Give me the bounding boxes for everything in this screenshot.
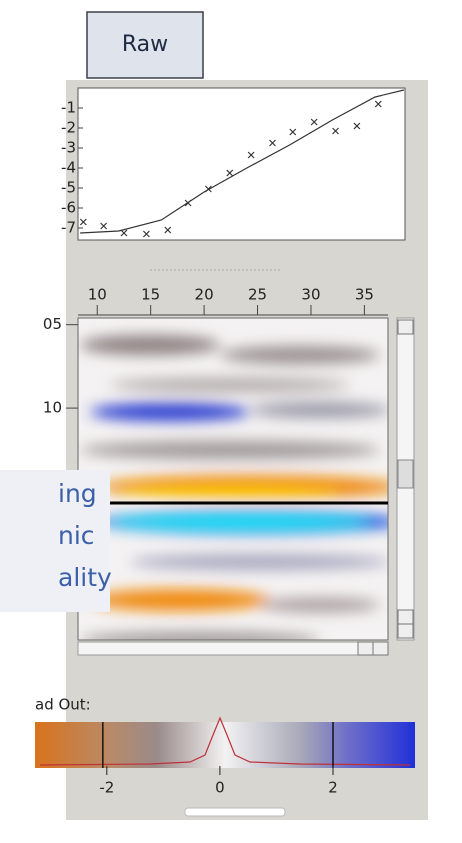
point: [204, 185, 212, 193]
scroll-down[interactable]: [397, 623, 414, 639]
colorbar-label: ad Out:: [35, 696, 91, 714]
y-tick-label: -3: [61, 139, 76, 157]
raw-button[interactable]: [86, 11, 204, 79]
scroll-right[interactable]: [372, 641, 389, 656]
x-tick-label: 25: [248, 286, 267, 304]
spectrum-curve: [39, 716, 411, 766]
point: [374, 100, 382, 108]
x-tick-label: -2: [99, 779, 114, 797]
crossplot-frame: [77, 87, 406, 241]
overlay-text: ing: [58, 479, 97, 508]
bottom-scroll[interactable]: [184, 807, 286, 817]
point: [310, 118, 318, 126]
scroll-up[interactable]: [397, 319, 414, 335]
point: [226, 169, 234, 177]
x-tick-label: 0: [215, 779, 225, 797]
y-tick-label: -6: [61, 199, 76, 217]
y-tick-label: -1: [61, 99, 76, 117]
point: [353, 122, 361, 130]
x-tick-label: 2: [328, 779, 338, 797]
seismic-section: [78, 318, 388, 640]
x-tick-label: 10: [88, 286, 107, 304]
x-tick-label: 35: [355, 286, 374, 304]
x-tick-label: 30: [301, 286, 320, 304]
point: [289, 128, 297, 136]
point: [100, 222, 108, 230]
h-scrollbar[interactable]: [77, 641, 389, 656]
y-tick-label: -5: [61, 179, 76, 197]
overlay-text: ality: [58, 563, 112, 592]
point: [120, 229, 128, 237]
point: [142, 230, 150, 238]
point: [184, 199, 192, 207]
x-tick-label: 15: [141, 286, 160, 304]
scroll-left[interactable]: [357, 641, 374, 656]
y-tick-label: -4: [61, 159, 76, 177]
point: [247, 151, 255, 159]
y-tick-label: -7: [61, 219, 76, 237]
scroll-up-bottom[interactable]: [397, 609, 414, 625]
point: [332, 127, 339, 135]
point: [79, 218, 87, 226]
y-tick-label: 10: [43, 399, 62, 417]
overlay-box: [0, 470, 110, 612]
y-tick-label: -2: [61, 119, 76, 137]
point: [269, 139, 276, 147]
x-tick-label: 20: [195, 286, 214, 304]
v-scroll-thumb[interactable]: [397, 459, 414, 489]
fit-curve: [80, 89, 405, 234]
overlay-text: nic: [58, 521, 95, 550]
raw-button-label[interactable]: Raw: [122, 32, 168, 57]
point: [164, 226, 172, 234]
y-tick-label: 05: [43, 315, 62, 333]
